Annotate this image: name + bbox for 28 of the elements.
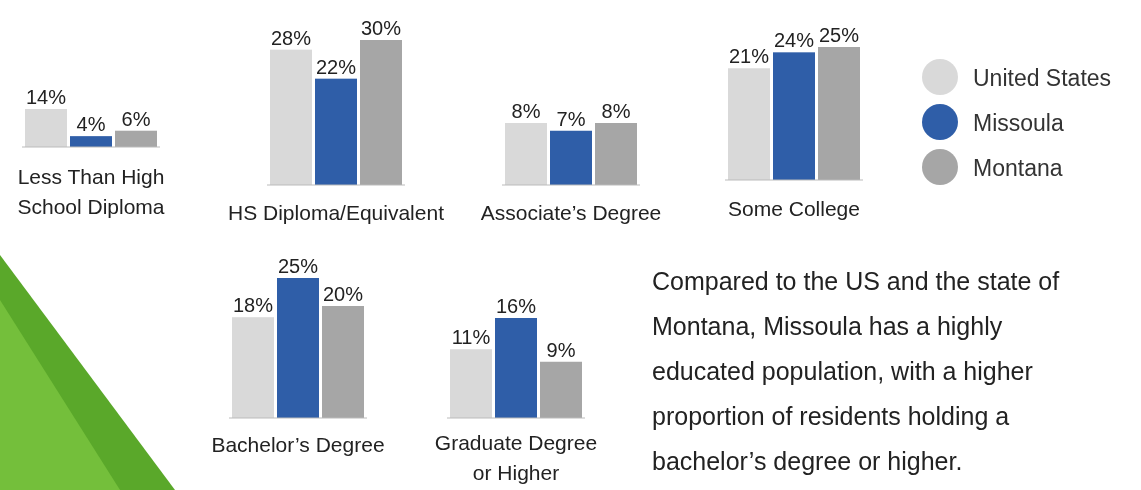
data-label: 28% [270,26,312,49]
data-label: 9% [546,338,576,361]
data-label: 8% [511,100,541,122]
data-label: 24% [773,29,815,52]
data-label: 21% [728,45,770,68]
legend-label: Missoula [973,110,1064,136]
data-label: 14% [25,86,67,108]
data-label: 22% [315,55,357,78]
legend-label: Montana [973,155,1063,181]
x-tick-label: Associate’s Degree [480,201,662,224]
data-label: 6% [121,107,151,130]
data-label: 30% [360,17,402,39]
x-tick-label: Some College [728,197,860,220]
data-label: 8% [601,100,631,122]
data-label: 16% [495,295,537,317]
data-label: 4% [76,113,106,136]
data-label: 7% [556,107,586,130]
x-tick-label: Graduate Degree or Higher [434,431,598,484]
data-label: 11% [451,326,491,349]
data-label: 20% [322,283,364,305]
data-label: 25% [818,24,860,46]
x-tick-label: HS Diploma/Equivalent [228,201,445,224]
data-label: 18% [232,294,274,317]
legend-label: United States [973,65,1112,91]
x-tick-label: Bachelor’s Degree [211,433,385,456]
data-label: 25% [277,255,319,277]
x-tick-label: Less Than High School Diploma [17,165,165,218]
text: Compared to the US and the state of Montana, Missoula has a highly educated population, with a higher proportion of residents holding a bachelor’s degree or higher. [652,267,1060,475]
